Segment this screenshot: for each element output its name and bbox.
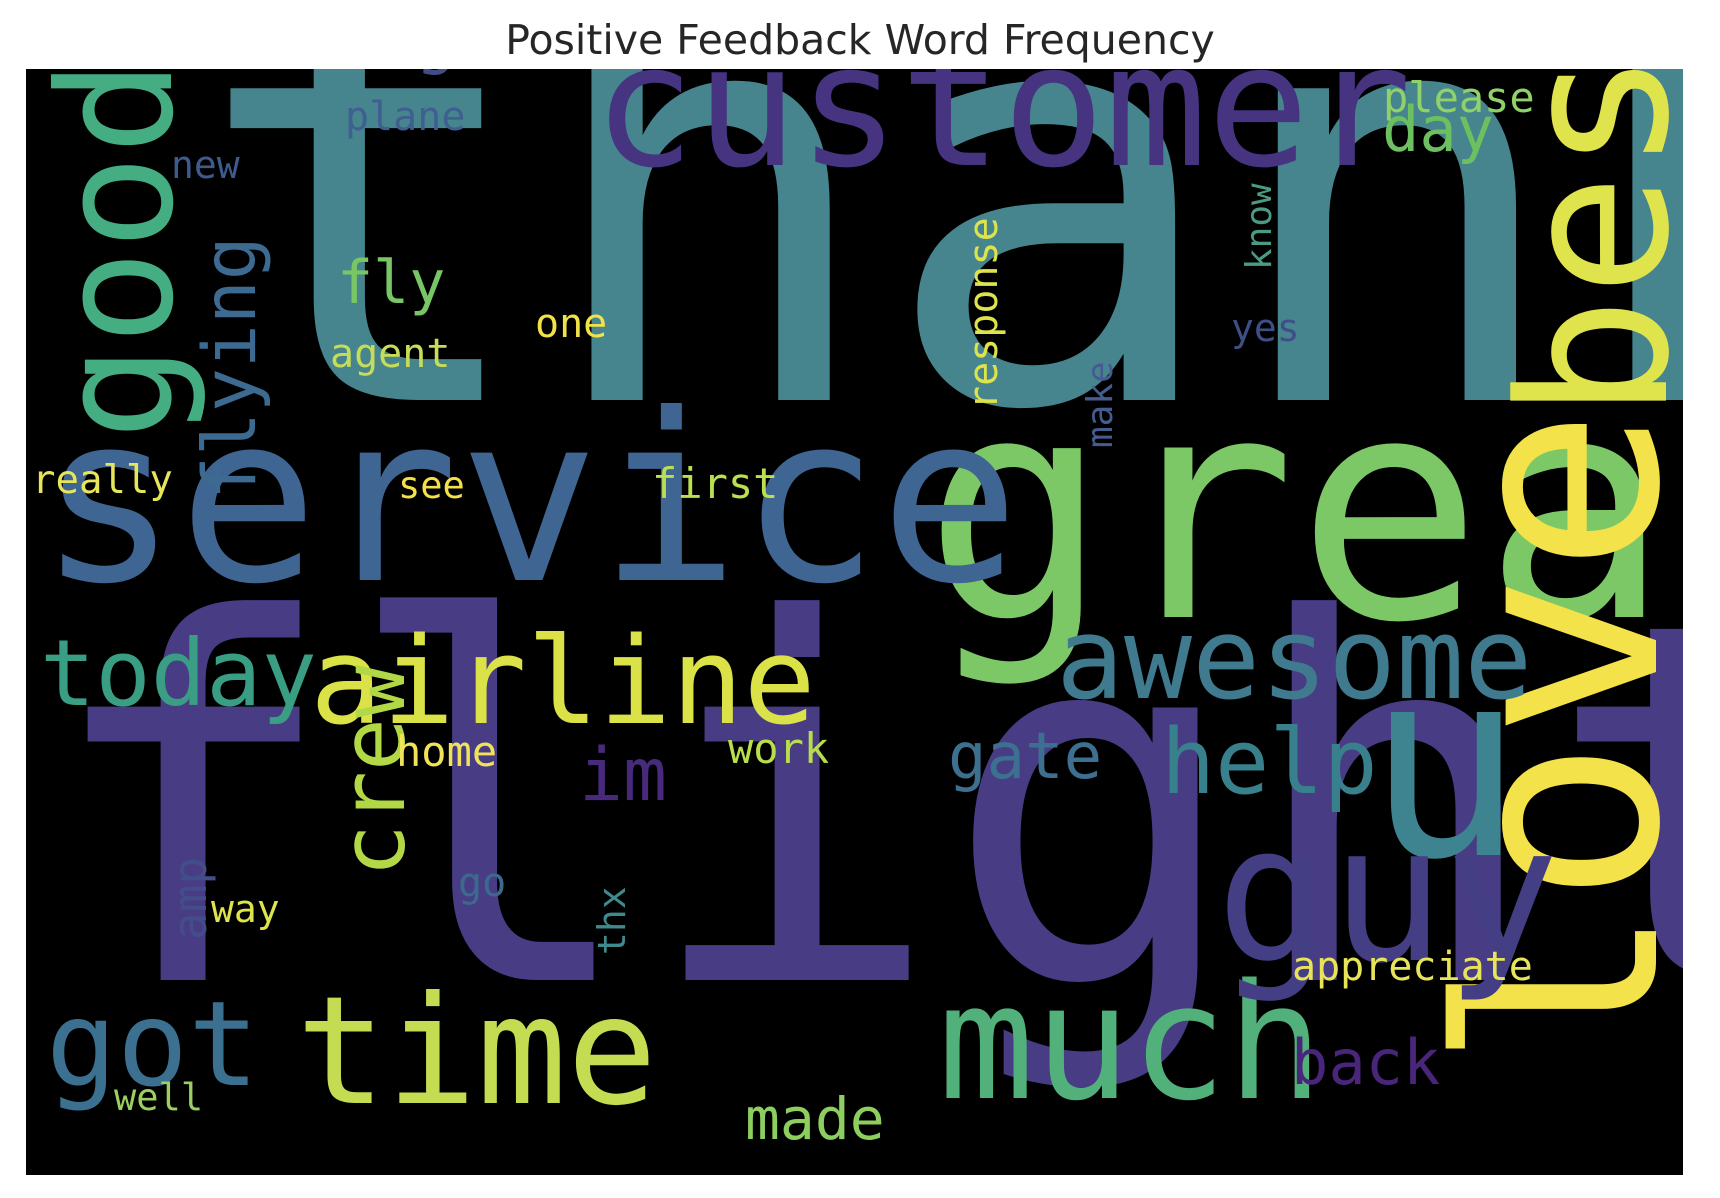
word-crew: crew (322, 665, 425, 877)
word-amp: amp (163, 857, 217, 940)
word-best: best (1477, 69, 1683, 420)
word-really: really (32, 458, 173, 503)
word-help: help (1161, 710, 1378, 815)
word-please: please (1383, 73, 1535, 122)
word-im: im (579, 733, 667, 818)
word-thx: thx (590, 886, 634, 955)
word-work: work (728, 724, 829, 773)
word-flight: flight (40, 516, 1683, 1098)
word-great: great (923, 330, 1683, 691)
word-home: home (396, 727, 497, 776)
word-day: day (1382, 93, 1494, 166)
word-yes: yes (1231, 306, 1300, 350)
word-know: know (1239, 183, 1280, 270)
word-good: good (26, 69, 209, 440)
word-go: go (458, 860, 506, 906)
word-got: got (46, 975, 259, 1113)
word-well: well (114, 1076, 203, 1119)
word-cloud: thankflightgreatservice customer lovebest u… (26, 69, 1683, 1153)
word-time: time (296, 965, 657, 1139)
word-thank: thank (194, 69, 1683, 535)
word-one: one (535, 301, 607, 347)
word-way: way (211, 887, 280, 931)
word-love: love (1401, 408, 1683, 1070)
word-service: service (38, 364, 1020, 635)
word-customer: customer (593, 69, 1412, 206)
word-awesome: awesome (1056, 593, 1532, 725)
word-flying: flying (188, 236, 273, 500)
word-guy: guy (1216, 784, 1559, 1005)
word-back: back (1291, 1026, 1440, 1099)
word-u: u (1366, 612, 1524, 917)
word-make: make (1080, 361, 1121, 448)
word-much: much (938, 949, 1323, 1136)
word-response: response (961, 217, 1007, 410)
chart-title: Positive Feedback Word Frequency (505, 16, 1215, 64)
word-see: see (398, 464, 465, 507)
word-first: first (652, 459, 778, 508)
word-gate: gate (948, 720, 1102, 794)
word-appreciate: appreciate (1292, 944, 1533, 990)
word-airline: airline (310, 613, 816, 752)
word-today: today (40, 620, 317, 727)
word-new: new (171, 143, 240, 187)
word-amazing: amazing (162, 69, 457, 77)
word-plane: plane (345, 94, 465, 140)
word-fly: fly (337, 248, 445, 318)
word-cloud-panel: thankflightgreatservice customer lovebest u… (26, 69, 1683, 1175)
word-made: made (745, 1085, 885, 1153)
word-agent: agent (330, 331, 450, 377)
